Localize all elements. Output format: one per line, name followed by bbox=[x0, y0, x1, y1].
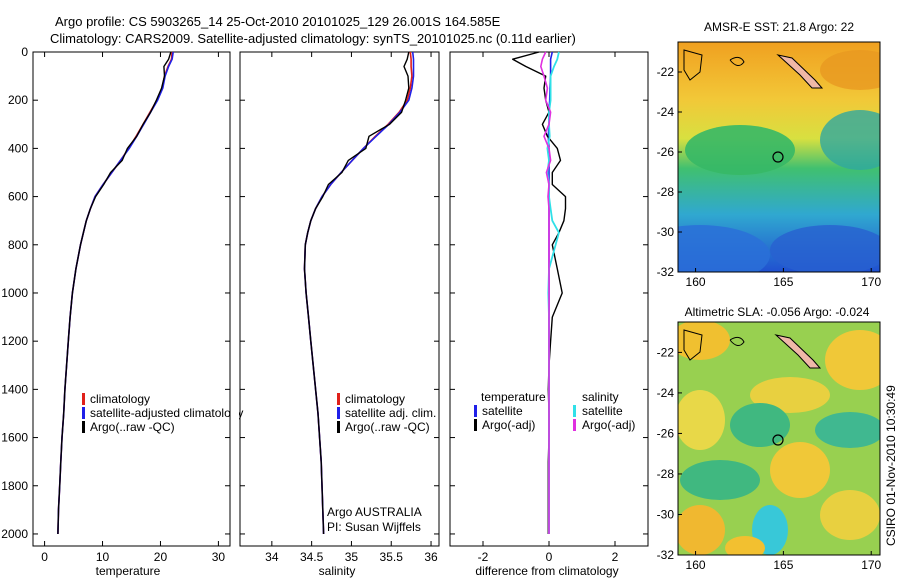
y-tick-label: 800 bbox=[8, 238, 28, 252]
map-x-tick-label: 170 bbox=[861, 275, 881, 289]
x-tick-label: -2 bbox=[478, 550, 489, 564]
x-tick-label: 35 bbox=[345, 550, 359, 564]
legend-swatch-t-sat bbox=[474, 405, 477, 417]
legend-swatch-clim bbox=[337, 393, 340, 405]
legend-t-sat: satellite bbox=[482, 404, 523, 418]
title-line1: Argo profile: CS 5903265_14 25-Oct-2010 … bbox=[55, 14, 501, 29]
argo-annotation: Argo AUSTRALIA bbox=[327, 505, 422, 519]
y-tick-label: 1200 bbox=[1, 334, 28, 348]
legend-swatch-argo bbox=[337, 421, 340, 433]
map-y-tick-label: -28 bbox=[657, 185, 675, 199]
difference-xlabel: difference from climatology bbox=[475, 564, 618, 578]
x-tick-label: 0 bbox=[41, 550, 48, 564]
salinity-panel bbox=[239, 51, 440, 547]
legend-swatch-sat bbox=[82, 407, 85, 419]
sla-map-frame bbox=[677, 321, 881, 556]
legend-sat: satellite adj. clim. bbox=[345, 406, 436, 420]
temperature-series bbox=[57, 51, 174, 535]
map-y-tick-label: -32 bbox=[657, 265, 675, 279]
sla-map-title: Altimetric SLA: -0.056 Argo: -0.024 bbox=[685, 305, 870, 319]
sst-map-image bbox=[678, 42, 880, 272]
legend-swatch-clim bbox=[82, 393, 85, 405]
temperature-xlabel: temperature bbox=[96, 564, 161, 578]
sla-map-image bbox=[678, 322, 880, 555]
legend-swatch-t-argo bbox=[474, 419, 477, 431]
y-tick-label: 600 bbox=[8, 190, 28, 204]
salinity-series bbox=[303, 51, 415, 535]
legend-sat: satellite-adjusted climatology bbox=[90, 406, 243, 420]
map-y-tick-label: -24 bbox=[657, 105, 675, 119]
x-tick-label: 20 bbox=[154, 550, 168, 564]
legend-swatch-sat bbox=[337, 407, 340, 419]
x-tick-label: 0 bbox=[546, 550, 553, 564]
difference-legend: temperature salinity satellite Argo(-adj… bbox=[474, 390, 635, 432]
x-tick-label: 35.5 bbox=[380, 550, 404, 564]
salinity-xlabel: salinity bbox=[319, 564, 356, 578]
map-y-tick-label: -22 bbox=[657, 345, 675, 359]
x-tick-label: 30 bbox=[212, 550, 226, 564]
y-tick-label: 1000 bbox=[1, 286, 28, 300]
x-tick-label: 36 bbox=[424, 550, 438, 564]
legend-s-sat: satellite bbox=[582, 404, 623, 418]
series-argo-raw-qc- bbox=[303, 51, 410, 535]
y-tick-label: 1400 bbox=[1, 382, 28, 396]
y-tick-label: 1600 bbox=[1, 431, 28, 445]
map-x-tick-label: 160 bbox=[686, 275, 706, 289]
side-stamp: CSIRO 01-Nov-2010 10:30:49 bbox=[884, 385, 898, 546]
legend-swatch-s-argo bbox=[573, 419, 576, 431]
legend-argo: Argo(..raw -QC) bbox=[90, 420, 175, 434]
legend-clim: climatology bbox=[345, 392, 405, 406]
map-y-tick-label: -28 bbox=[657, 467, 675, 481]
map-x-tick-label: 165 bbox=[773, 558, 793, 572]
map-y-tick-label: -26 bbox=[657, 145, 675, 159]
legend-swatch-argo bbox=[82, 421, 85, 433]
title-line2: Climatology: CARS2009. Satellite-adjuste… bbox=[50, 31, 576, 46]
difference-axes: -2 0 2 bbox=[450, 51, 648, 564]
map-y-tick-label: -22 bbox=[657, 65, 675, 79]
map-y-tick-label: -26 bbox=[657, 426, 675, 440]
sst-map-frame bbox=[677, 41, 881, 273]
y-tick-label: 0 bbox=[21, 45, 28, 59]
panel-gap-mask bbox=[231, 395, 239, 435]
series-salinity-argo-adj- bbox=[539, 51, 552, 534]
y-tick-label: 200 bbox=[8, 93, 28, 107]
map-y-tick-label: -30 bbox=[657, 225, 675, 239]
x-tick-label: 34.5 bbox=[300, 550, 324, 564]
x-tick-label: 34 bbox=[265, 550, 279, 564]
y-tick-label: 2000 bbox=[1, 527, 28, 541]
legend-t-argo: Argo(-adj) bbox=[482, 418, 535, 432]
x-tick-label: 10 bbox=[96, 550, 110, 564]
temperature-axes: 0 10 20 30 0 200 400 600 800 1000 1200 1400 1600 1800… bbox=[1, 45, 230, 564]
map-x-tick-label: 160 bbox=[686, 558, 706, 572]
map-y-tick-label: -32 bbox=[657, 548, 675, 562]
x-tick-label: 2 bbox=[612, 550, 619, 564]
temperature-panel bbox=[32, 51, 231, 547]
map-x-tick-label: 165 bbox=[773, 275, 793, 289]
pi-annotation: PI: Susan Wijffels bbox=[327, 520, 421, 534]
salinity-legend: climatology satellite adj. clim. Argo(..… bbox=[337, 392, 436, 434]
sst-float-marker bbox=[772, 151, 784, 163]
map-y-tick-label: -24 bbox=[657, 386, 675, 400]
difference-series bbox=[512, 51, 567, 534]
legend-temperature-header: temperature bbox=[481, 390, 546, 404]
legend-salinity-header: salinity bbox=[582, 390, 619, 404]
legend-clim: climatology bbox=[90, 392, 150, 406]
map-x-tick-label: 170 bbox=[861, 558, 881, 572]
y-tick-label: 1800 bbox=[1, 479, 28, 493]
salinity-axes: 34 34.5 35 35.5 36 bbox=[240, 51, 439, 564]
legend-swatch-s-sat bbox=[573, 405, 576, 417]
sla-map-axes: 160 165 170 -22 -24 -26 -28 -30 -32 bbox=[657, 345, 882, 572]
temperature-legend: climatology satellite-adjusted climatolo… bbox=[82, 392, 243, 434]
legend-s-argo: Argo(-adj) bbox=[582, 418, 635, 432]
series-argo-raw-qc- bbox=[57, 51, 172, 535]
legend-argo: Argo(..raw -QC) bbox=[345, 420, 430, 434]
sst-map-title: AMSR-E SST: 21.8 Argo: 22 bbox=[704, 20, 854, 34]
sla-float-marker bbox=[772, 434, 784, 446]
map-y-tick-label: -30 bbox=[657, 507, 675, 521]
sst-map-axes: 160 165 170 -22 -24 -26 -28 -30 -32 bbox=[657, 65, 882, 289]
y-tick-label: 400 bbox=[8, 141, 28, 155]
